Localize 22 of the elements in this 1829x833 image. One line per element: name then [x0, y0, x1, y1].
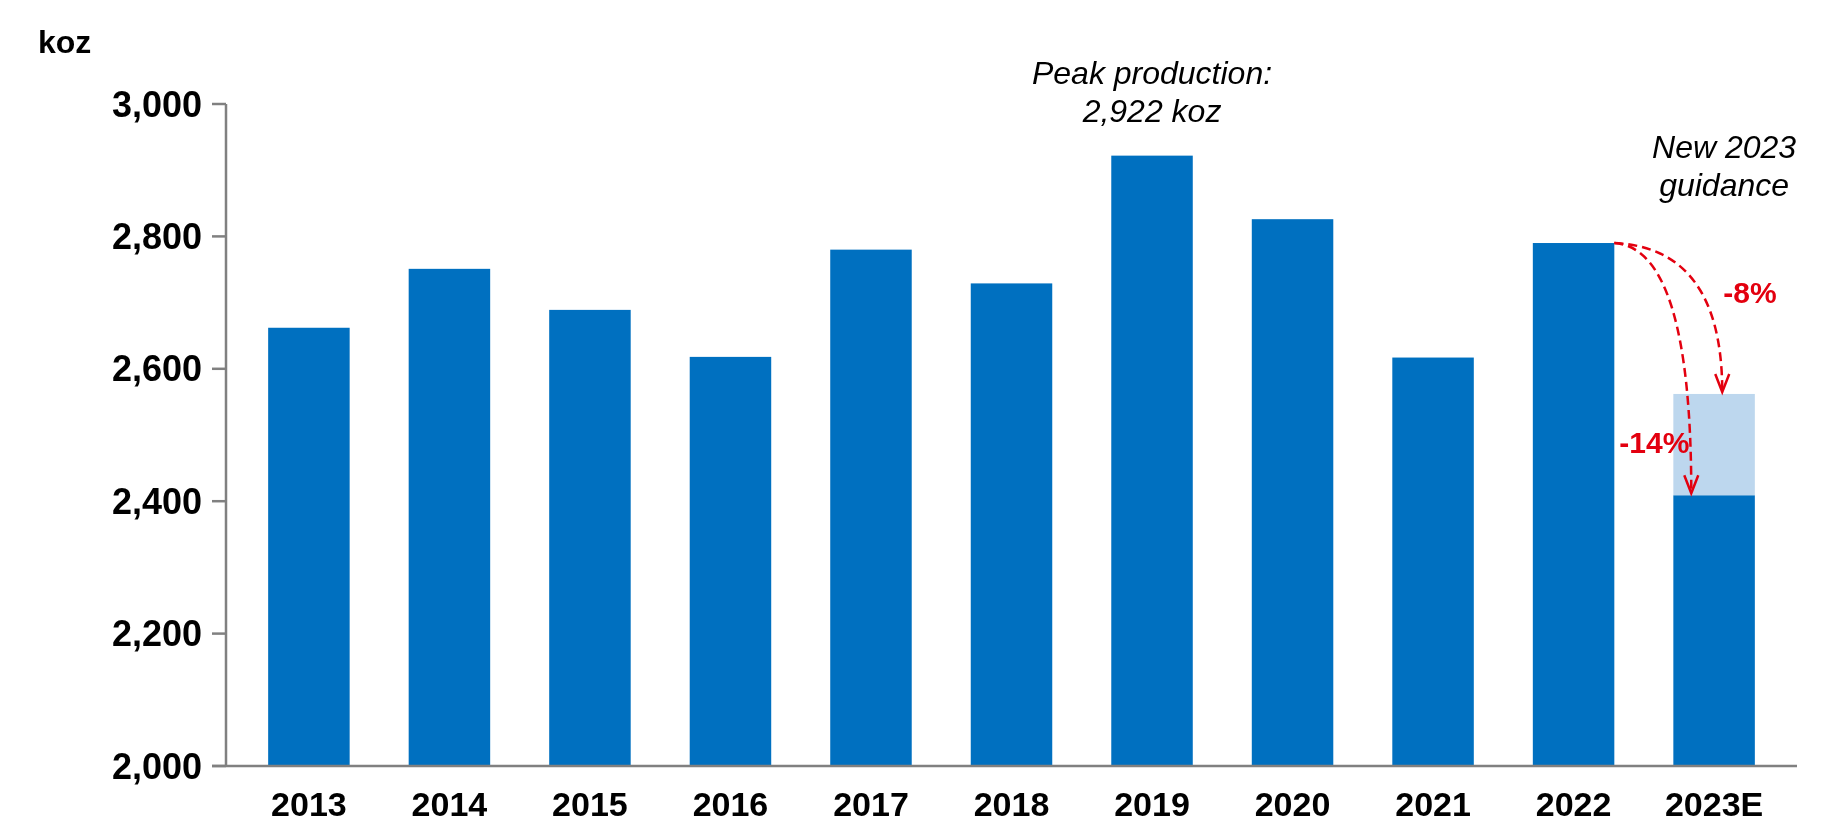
- annotation: New 2023 guidance: [1652, 129, 1797, 203]
- x-tick-label: 2023E: [1664, 785, 1764, 823]
- x-tick-label: 2016: [692, 785, 769, 823]
- annotation: Peak production: 2,922 koz: [1031, 54, 1273, 129]
- y-tick-label: 2,800: [111, 216, 202, 257]
- y-tick-label: 2,200: [111, 613, 202, 655]
- x-tick-label: 2017: [833, 785, 909, 823]
- y-tick-label: 2,400: [111, 480, 202, 522]
- x-tick-label: 2018: [973, 785, 1050, 823]
- annotation: -14%: [1619, 426, 1690, 460]
- x-tick-label: 2014: [411, 785, 488, 823]
- x-tick-label: 2021: [1395, 785, 1471, 823]
- y-tick-label: 3,000: [111, 83, 202, 125]
- y-axis-title: koz: [38, 24, 92, 60]
- x-tick-label: 2019: [1114, 785, 1190, 823]
- y-tick-label: 2,600: [111, 348, 202, 390]
- x-tick-label: 2015: [552, 785, 628, 823]
- x-tick-label: 2022: [1535, 785, 1612, 823]
- y-tick-label: 2,000: [111, 745, 202, 787]
- x-tick-label: 2020: [1254, 785, 1331, 823]
- annotation: -8%: [1723, 276, 1777, 310]
- x-tick-label: 2013: [271, 785, 347, 823]
